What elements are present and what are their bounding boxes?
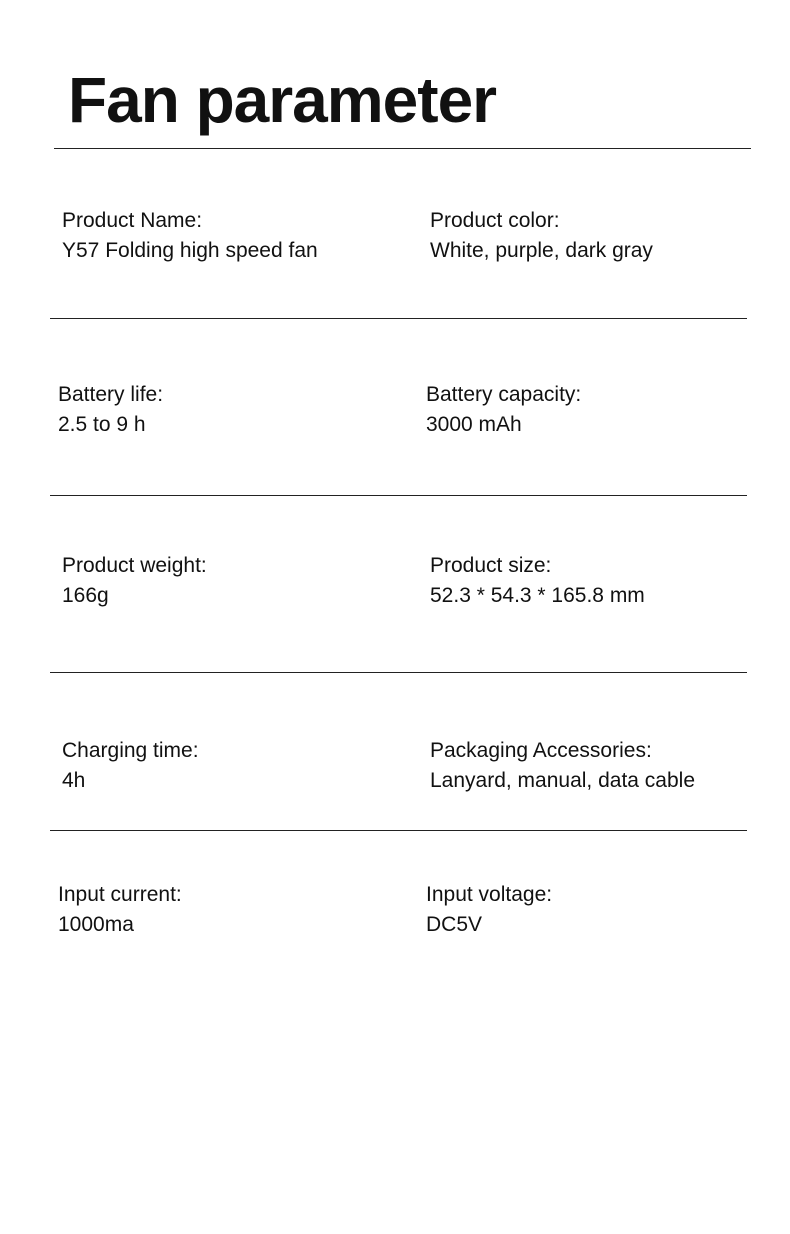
spec-label: Battery capacity: bbox=[426, 383, 582, 406]
spec-value: White, purple, dark gray bbox=[430, 239, 653, 262]
divider bbox=[54, 148, 751, 149]
spec-value: 52.3 * 54.3 * 165.8 mm bbox=[430, 584, 645, 607]
spec-value: DC5V bbox=[426, 913, 483, 936]
spec-label: Packaging Accessories: bbox=[430, 739, 652, 762]
divider bbox=[50, 830, 747, 831]
spec-item: Battery capacity: 3000 mAh bbox=[426, 380, 581, 440]
spec-value: 3000 mAh bbox=[426, 413, 522, 436]
divider bbox=[50, 318, 747, 319]
spec-label: Product color: bbox=[430, 209, 560, 232]
spec-item: Battery life: 2.5 to 9 h bbox=[58, 380, 163, 440]
spec-item: Product weight: 166g bbox=[62, 551, 207, 611]
spec-label: Product size: bbox=[430, 554, 552, 577]
spec-label: Charging time: bbox=[62, 739, 199, 762]
spec-label: Product weight: bbox=[62, 554, 207, 577]
spec-item: Charging time: 4h bbox=[62, 736, 199, 796]
spec-label: Input voltage: bbox=[426, 883, 553, 906]
divider bbox=[50, 672, 747, 673]
spec-item: Packaging Accessories: Lanyard, manual, d… bbox=[430, 736, 695, 796]
spec-value: 2.5 to 9 h bbox=[58, 413, 146, 436]
spec-value: Y57 Folding high speed fan bbox=[62, 239, 318, 262]
spec-item: Input voltage: DC5V bbox=[426, 880, 552, 940]
spec-value: Lanyard, manual, data cable bbox=[430, 769, 696, 792]
spec-item: Input current: 1000ma bbox=[58, 880, 182, 940]
spec-label: Input current: bbox=[58, 883, 182, 906]
spec-value: 4h bbox=[62, 769, 86, 792]
spec-item: Product Name: Y57 Folding high speed fan bbox=[62, 206, 318, 266]
spec-item: Product color: White, purple, dark gray bbox=[430, 206, 653, 266]
spec-label: Battery life: bbox=[58, 383, 164, 406]
spec-label: Product Name: bbox=[62, 209, 203, 232]
spec-value: 1000ma bbox=[58, 913, 134, 936]
spec-value: 166g bbox=[62, 584, 109, 607]
page-title: Fan parameter bbox=[68, 64, 497, 136]
spec-item: Product size: 52.3 * 54.3 * 165.8 mm bbox=[430, 551, 645, 611]
divider bbox=[50, 495, 747, 496]
